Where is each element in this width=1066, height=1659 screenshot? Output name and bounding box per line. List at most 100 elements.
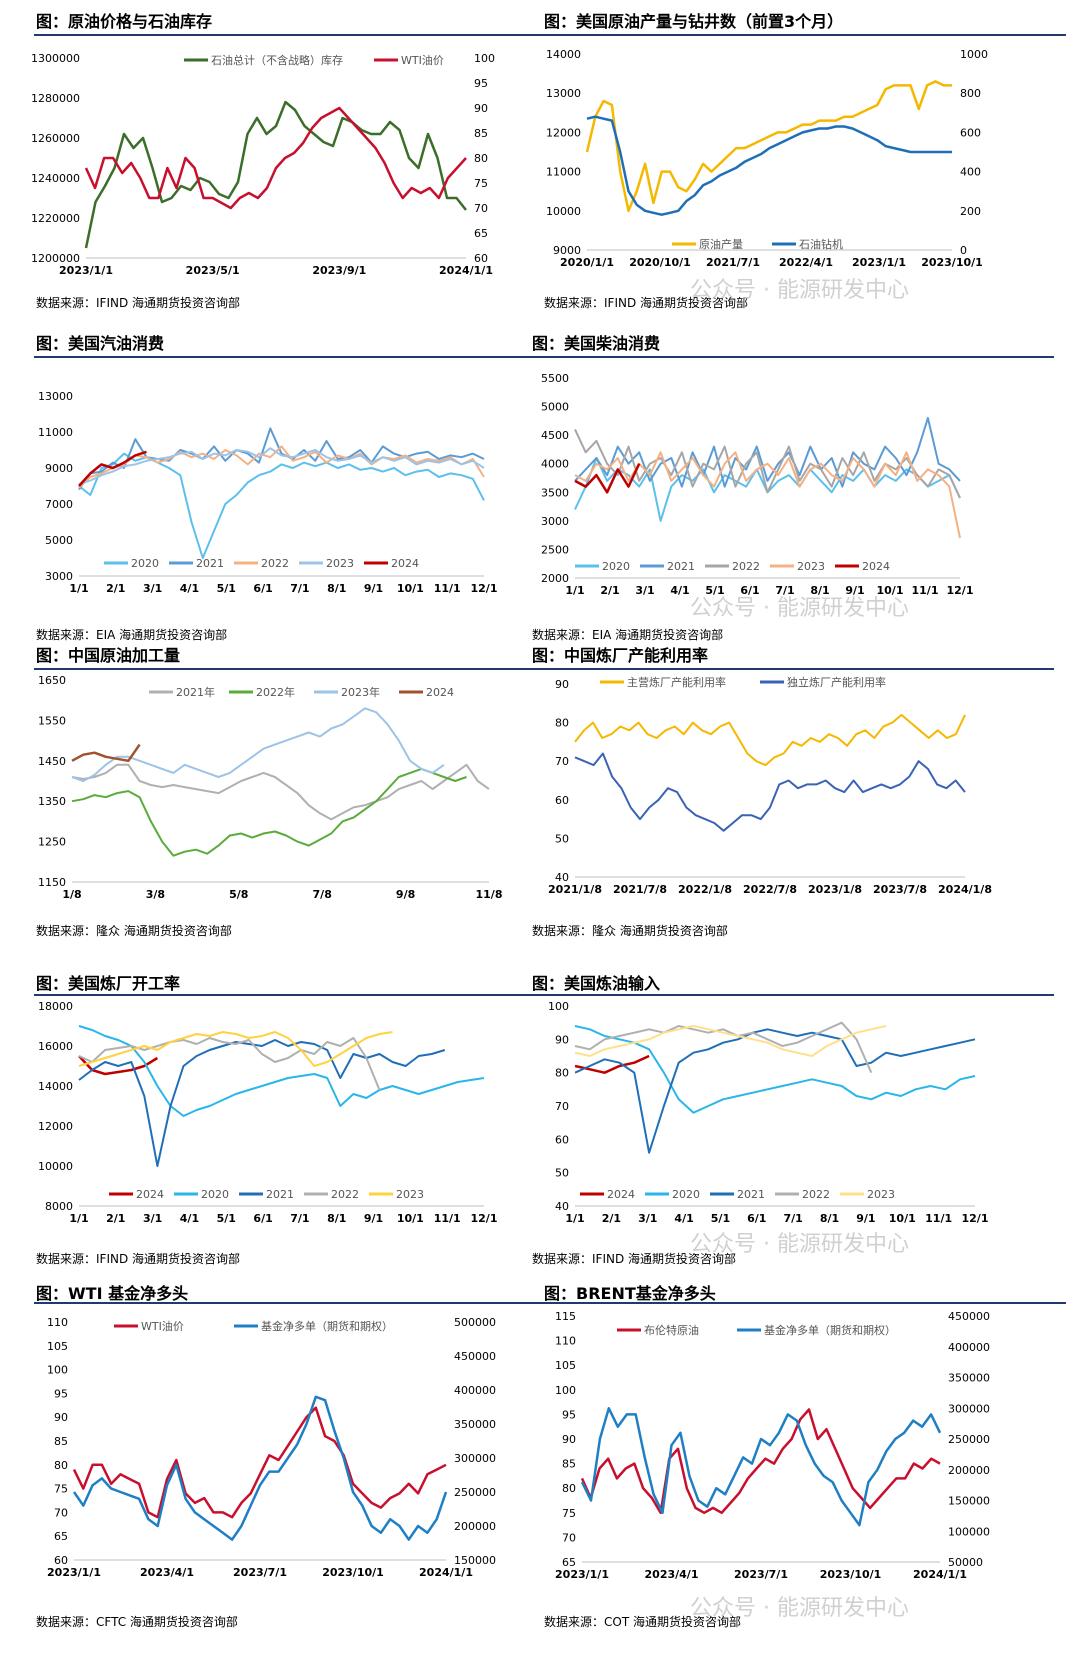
y-tick-label: 70: [555, 755, 569, 768]
y-tick-label: 110: [555, 1335, 576, 1348]
chart-source: 数据来源：COT 海通期货投资咨询部: [544, 1615, 741, 1629]
y2-tick-label: 200000: [948, 1464, 990, 1477]
x-tick-label: 4/1: [670, 584, 689, 597]
y-tick-label: 4000: [541, 458, 569, 471]
legend-label: 2023: [867, 1188, 895, 1201]
x-tick-label: 1/1: [565, 1212, 584, 1225]
x-tick-label: 11/1: [434, 582, 461, 595]
y2-tick-label: 250000: [454, 1486, 496, 1499]
y2-tick-label: 200000: [454, 1520, 496, 1533]
y-tick-label: 1250: [38, 836, 66, 849]
legend-label: 布伦特原油: [644, 1323, 699, 1337]
y-tick-label: 13000: [38, 390, 73, 403]
x-tick-label: 12/1: [947, 584, 974, 597]
chart-title: 图：BRENT基金净多头: [544, 1284, 716, 1303]
chart-panel-china-throughput: 图：中国原油加工量 1650 1550 1450 1350 1250 1150 1/8 3/8…: [34, 642, 558, 942]
legend-label: 2021: [266, 1188, 294, 1201]
series-line-3: [78, 447, 485, 486]
chart-title: 图：原油价格与石油库存: [36, 12, 213, 31]
y-tick-label: 9000: [553, 244, 581, 257]
legend-label: 基金净多单（期货和期权）: [261, 1319, 393, 1333]
series-line-2: [574, 428, 961, 499]
y-tick-label: 1450: [38, 755, 66, 768]
legend-label: 2024: [426, 686, 454, 699]
x-tick-label: 8/1: [327, 582, 346, 595]
y-tick-label: 100: [548, 1000, 569, 1013]
y-tick-label: 115: [555, 1310, 576, 1323]
x-tick-label: 2021/7/8: [613, 883, 667, 896]
series-line-4: [78, 1031, 393, 1067]
series-line-4: [574, 463, 641, 494]
y-tick-label: 60: [555, 794, 569, 807]
y-tick-label: 14000: [546, 48, 581, 61]
y-tick-label: 1240000: [31, 172, 80, 185]
x-tick-label: 5/1: [217, 582, 236, 595]
x-tick-label: 12/1: [471, 582, 498, 595]
y2-tick-label: 70: [474, 202, 488, 215]
x-tick-label: 10/1: [397, 1212, 424, 1225]
series-line-1: [78, 1025, 485, 1117]
y-tick-label: 1300000: [31, 52, 80, 65]
y-tick-label: 11000: [38, 426, 73, 439]
legend-label: 基金净多单（期货和期权）: [764, 1323, 896, 1337]
legend-label: 石油钻机: [799, 237, 843, 251]
legend-label: 原油产量: [699, 237, 743, 251]
series-line-0: [78, 452, 485, 559]
chart-source: 数据来源：IFIND 海通期货投资咨询部: [36, 296, 241, 310]
y-tick-label: 1220000: [31, 212, 80, 225]
x-tick-label: 2023/9/1: [312, 264, 366, 277]
legend-label: 2023: [396, 1188, 424, 1201]
x-tick-label: 6/1: [747, 1212, 766, 1225]
x-tick-label: 9/8: [396, 888, 415, 901]
x-tick-label: 3/8: [146, 888, 165, 901]
x-tick-label: 2023/1/1: [555, 1568, 609, 1581]
y-tick-label: 2500: [541, 543, 569, 556]
chart-title: 图：美国汽油消费: [36, 334, 165, 353]
chart-panel-brent-net-long: 图：BRENT基金净多头 115 110 105 100 95 90 85 80 75 70 65 4…: [542, 1280, 1066, 1630]
x-tick-label: 2023/1/1: [59, 264, 113, 277]
crude-price-inventory-chart: 1300000 1280000 1260000 1240000 1220000 12000…: [31, 52, 495, 277]
series-line-3: [574, 451, 961, 539]
x-tick-label: 2023/1/1: [852, 256, 906, 269]
y-tick-label: 10000: [546, 205, 581, 218]
y-tick-label: 90: [54, 1411, 68, 1424]
y2-tick-label: 95: [474, 77, 488, 90]
legend-label: 2022: [331, 1188, 359, 1201]
legend-label: 2021年: [176, 685, 215, 699]
y2-tick-label: 1000: [960, 48, 988, 61]
y-tick-label: 105: [555, 1359, 576, 1372]
x-tick-label: 3/1: [638, 1212, 657, 1225]
series-line-1: [586, 115, 952, 216]
x-tick-label: 1/1: [565, 584, 584, 597]
legend-label: 2024: [136, 1188, 164, 1201]
y-tick-label: 60: [555, 1133, 569, 1146]
y-tick-label: 16000: [38, 1040, 73, 1053]
series-line-2: [78, 1039, 446, 1167]
x-tick-label: 2024/1/1: [419, 1566, 473, 1579]
x-tick-label: 12/1: [471, 1212, 498, 1225]
brent-net-long-chart: 115 110 105 100 95 90 85 80 75 70 65 450000 400000 35…: [555, 1310, 990, 1581]
y-tick-label: 85: [54, 1435, 68, 1448]
x-tick-label: 7/1: [784, 1212, 803, 1225]
legend-label: 2020: [131, 557, 159, 570]
chart-source: 数据来源：IFIND 海通期货投资咨询部: [36, 1252, 241, 1266]
y-tick-label: 40: [555, 1200, 569, 1213]
chart-panel-us-production-rigs: 图：美国原油产量与钻井数（前置3个月） 14000 13000 12000 11000…: [542, 8, 1066, 310]
y2-tick-label: 50000: [948, 1556, 983, 1569]
chart-source: 数据来源：IFIND 海通期货投资咨询部: [532, 1252, 737, 1266]
y2-tick-label: 300000: [948, 1402, 990, 1415]
y-tick-label: 3000: [45, 570, 73, 583]
series-line-0: [585, 80, 952, 213]
y2-tick-label: 300000: [454, 1452, 496, 1465]
series-line-0: [574, 713, 966, 767]
x-tick-label: 5/1: [217, 1212, 236, 1225]
x-tick-label: 2022/1/8: [678, 883, 732, 896]
x-tick-label: 2024/1/1: [439, 264, 493, 277]
y-tick-label: 85: [562, 1458, 576, 1471]
y-tick-label: 80: [562, 1482, 576, 1495]
y-tick-label: 12000: [38, 1120, 73, 1133]
x-tick-label: 2023/7/1: [233, 1566, 287, 1579]
